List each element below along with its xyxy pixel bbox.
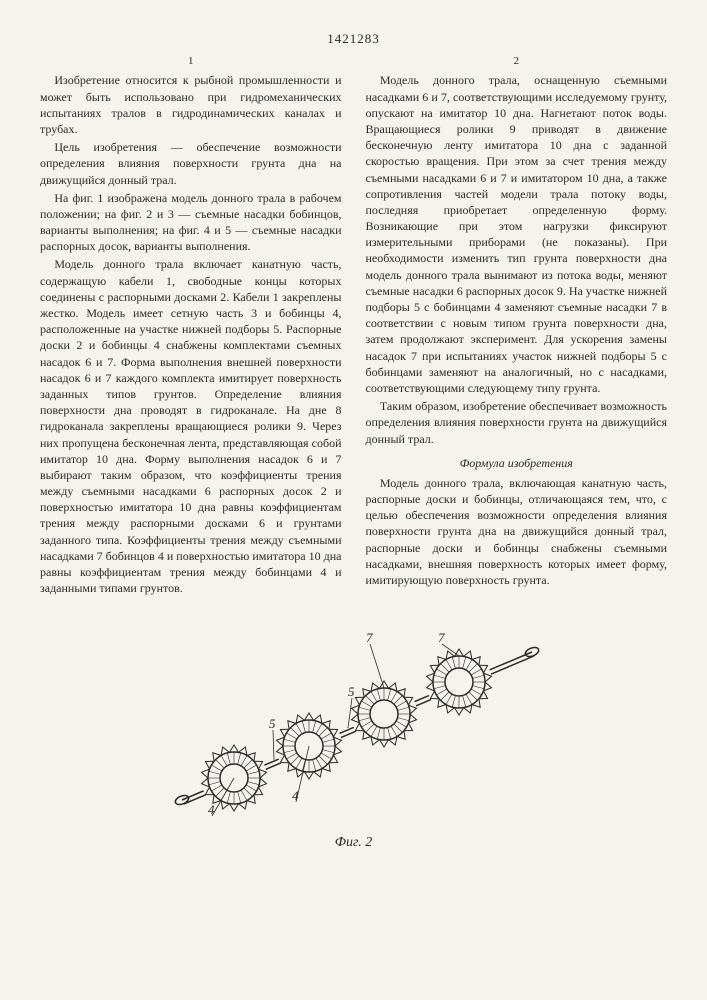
right-column: 2 Модель донного трала, оснащенную съемн… <box>366 54 668 599</box>
svg-text:7: 7 <box>438 630 445 645</box>
body-paragraph: Модель донного трала включает канатную ч… <box>40 256 342 596</box>
svg-text:5: 5 <box>348 684 355 699</box>
body-paragraph: Изобретение относится к рыбной промышлен… <box>40 72 342 137</box>
body-paragraph: Таким образом, изобретение обеспечивает … <box>366 398 668 447</box>
body-paragraph: Модель донного трала, оснащенную съемным… <box>366 72 668 396</box>
text-columns: 1 Изобретение относится к рыбной промышл… <box>40 54 667 599</box>
formula-text: Модель донного трала, включающая канатну… <box>366 475 668 588</box>
figure-caption: Фиг. 2 <box>40 834 667 853</box>
formula-heading: Формула изобретения <box>366 455 668 471</box>
right-col-number: 2 <box>366 54 668 69</box>
patent-number: 1421283 <box>40 30 667 48</box>
figure-2: 7 7 5 5 4 4 Фиг. 2 <box>40 628 667 853</box>
svg-text:4: 4 <box>292 788 299 803</box>
svg-text:4: 4 <box>208 802 215 817</box>
figure-svg: 7 7 5 5 4 4 <box>134 628 574 828</box>
svg-text:7: 7 <box>366 630 373 645</box>
left-column: 1 Изобретение относится к рыбной промышл… <box>40 54 342 599</box>
body-paragraph: На фиг. 1 изображена модель донного трал… <box>40 190 342 255</box>
svg-text:5: 5 <box>269 716 276 731</box>
left-col-number: 1 <box>40 54 342 69</box>
body-paragraph: Цель изобретения — обеспечение возможнос… <box>40 139 342 188</box>
